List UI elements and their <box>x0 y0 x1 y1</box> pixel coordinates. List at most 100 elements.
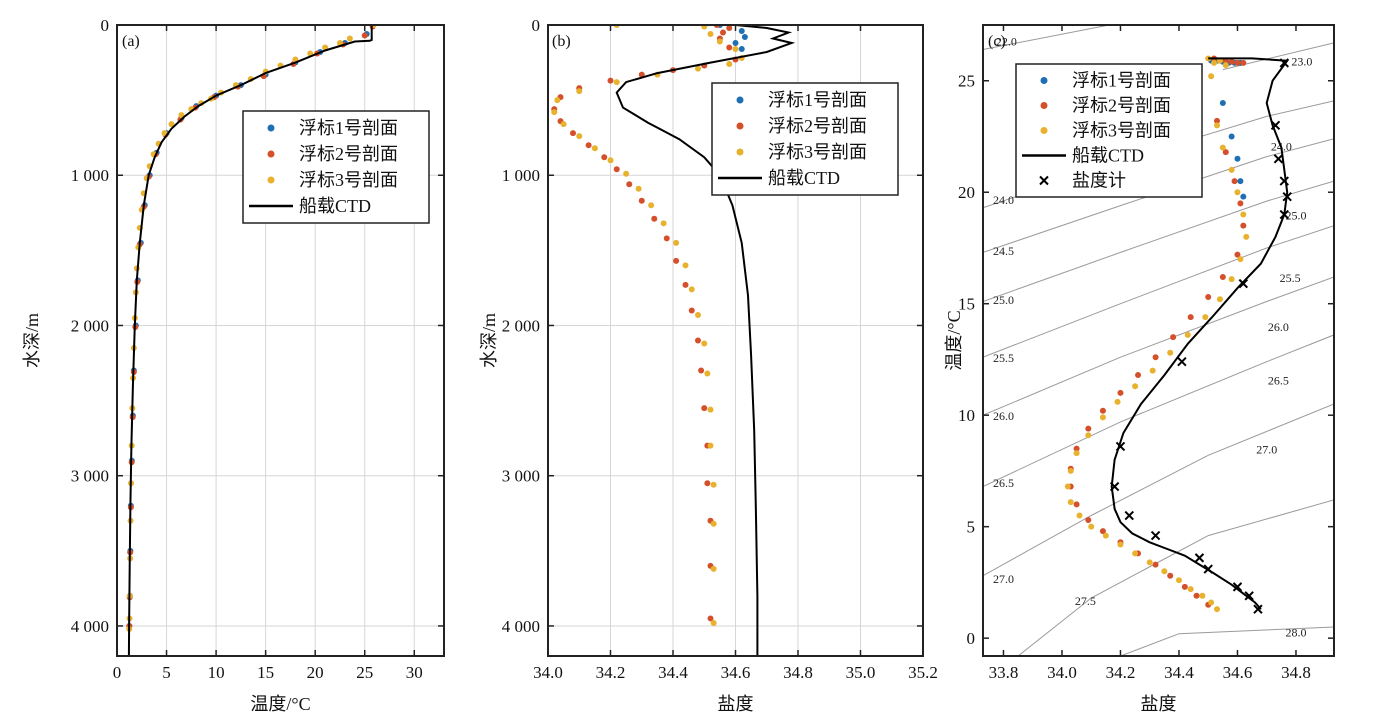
data-point <box>1237 178 1244 185</box>
data-point <box>1073 501 1080 508</box>
data-point <box>1167 572 1174 579</box>
panel-b-salinity-depth: 34.0 34.2 34.4 34.6 34.8 35.0 35.2 0 1 000 2 000 3… <box>479 16 938 714</box>
data-point <box>695 311 701 318</box>
x-axis-title: 盐度 <box>1141 694 1177 714</box>
x-tick-label: 34.4 <box>1164 663 1194 682</box>
y-tick-label: 10 <box>958 406 975 425</box>
contour-label: 26.5 <box>1268 373 1289 387</box>
axes-box <box>116 24 445 657</box>
contour-label: 28.0 <box>1285 625 1306 639</box>
data-point <box>613 79 620 86</box>
x-tick-label: 5 <box>162 663 171 682</box>
data-point <box>726 61 733 68</box>
x-tick-label: 34.4 <box>658 663 688 682</box>
x-tick-label: 34.6 <box>721 663 751 682</box>
data-point <box>1240 211 1247 218</box>
x-tick-label: 34.8 <box>1281 663 1311 682</box>
data-point <box>1076 512 1083 519</box>
data-point <box>707 615 714 622</box>
data-cross <box>1279 209 1289 220</box>
data-point <box>626 181 633 188</box>
x-tick-label: 10 <box>208 663 225 682</box>
contour-label: 26.0 <box>1268 320 1289 334</box>
x-tick-label: 34.0 <box>1047 663 1077 682</box>
data-point <box>1211 59 1218 66</box>
data-point <box>1117 541 1124 548</box>
data-point <box>1064 483 1071 490</box>
data-point <box>701 25 708 30</box>
y-tick-label: 0 <box>532 16 541 35</box>
x-tick-label: 34.6 <box>1223 663 1253 682</box>
density-contour <box>983 403 1334 577</box>
data-point <box>1073 445 1080 452</box>
legend-dot-marker <box>736 96 744 104</box>
data-point <box>1193 592 1200 599</box>
x-tick-label: 30 <box>406 663 423 682</box>
data-point <box>698 367 705 374</box>
x-tick-label: 15 <box>257 663 274 682</box>
plot-area <box>126 25 377 656</box>
data-point <box>1114 398 1121 405</box>
data-point <box>1240 222 1247 229</box>
data-point <box>704 370 711 377</box>
y-tick-label: 1 000 <box>71 166 109 185</box>
data-cross <box>1232 582 1243 592</box>
data-point <box>738 46 745 53</box>
data-point <box>1132 383 1139 390</box>
data-point <box>1219 273 1226 280</box>
data-point <box>682 262 689 269</box>
data-point <box>638 197 645 204</box>
legend-label: 浮标1号剖面 <box>768 90 867 110</box>
data-point <box>1240 59 1247 66</box>
y-tick-label: 4 000 <box>71 617 109 636</box>
legend-dot-marker <box>1040 77 1048 84</box>
y-tick-label: 2 000 <box>71 316 109 335</box>
panel-c-temperature-salinity: 22.023.024.024.024.525.025.025.525.526.0… <box>944 24 1335 714</box>
y-tick-label: 3 000 <box>502 467 540 486</box>
data-point <box>673 239 680 246</box>
legend-dot-marker <box>1040 127 1048 134</box>
data-point <box>673 257 680 264</box>
data-point <box>1152 561 1159 568</box>
legend-label: 船载CTD <box>1072 146 1144 166</box>
data-point <box>1085 516 1092 523</box>
data-point <box>551 109 558 116</box>
data-point <box>607 157 614 164</box>
data-point <box>1216 296 1223 303</box>
data-point <box>716 38 723 45</box>
data-point <box>648 202 655 209</box>
plot-area <box>551 25 796 656</box>
data-point <box>635 185 642 192</box>
data-point <box>1067 499 1074 506</box>
x-tick-label: 20 <box>307 663 324 682</box>
density-contour <box>983 225 1334 358</box>
legend-dot-marker <box>267 150 275 158</box>
data-cross <box>1270 120 1281 131</box>
legend-label: 船载CTD <box>299 196 371 216</box>
data-point <box>1085 425 1092 432</box>
series-line <box>615 25 796 656</box>
data-point <box>738 28 745 35</box>
contour-label: 27.0 <box>1256 443 1277 457</box>
contour-label: 25.0 <box>993 293 1014 307</box>
x-tick-label: 25 <box>356 663 373 682</box>
data-point <box>576 88 583 95</box>
data-point <box>1181 583 1188 590</box>
data-point <box>1234 189 1241 196</box>
data-point <box>726 44 733 51</box>
contour-label: 24.0 <box>993 193 1014 207</box>
density-contour <box>1120 626 1334 656</box>
x-tick-label: 34.2 <box>1106 663 1136 682</box>
data-point <box>1237 200 1244 207</box>
contour-label: 26.0 <box>993 409 1014 423</box>
data-cross <box>1194 553 1205 563</box>
data-point <box>560 121 567 128</box>
data-point <box>1170 334 1177 341</box>
density-contour <box>1017 499 1334 656</box>
data-point <box>1184 331 1191 338</box>
data-cross <box>1253 604 1263 614</box>
data-point <box>701 405 708 412</box>
data-point <box>570 130 576 137</box>
data-point <box>1102 532 1109 539</box>
